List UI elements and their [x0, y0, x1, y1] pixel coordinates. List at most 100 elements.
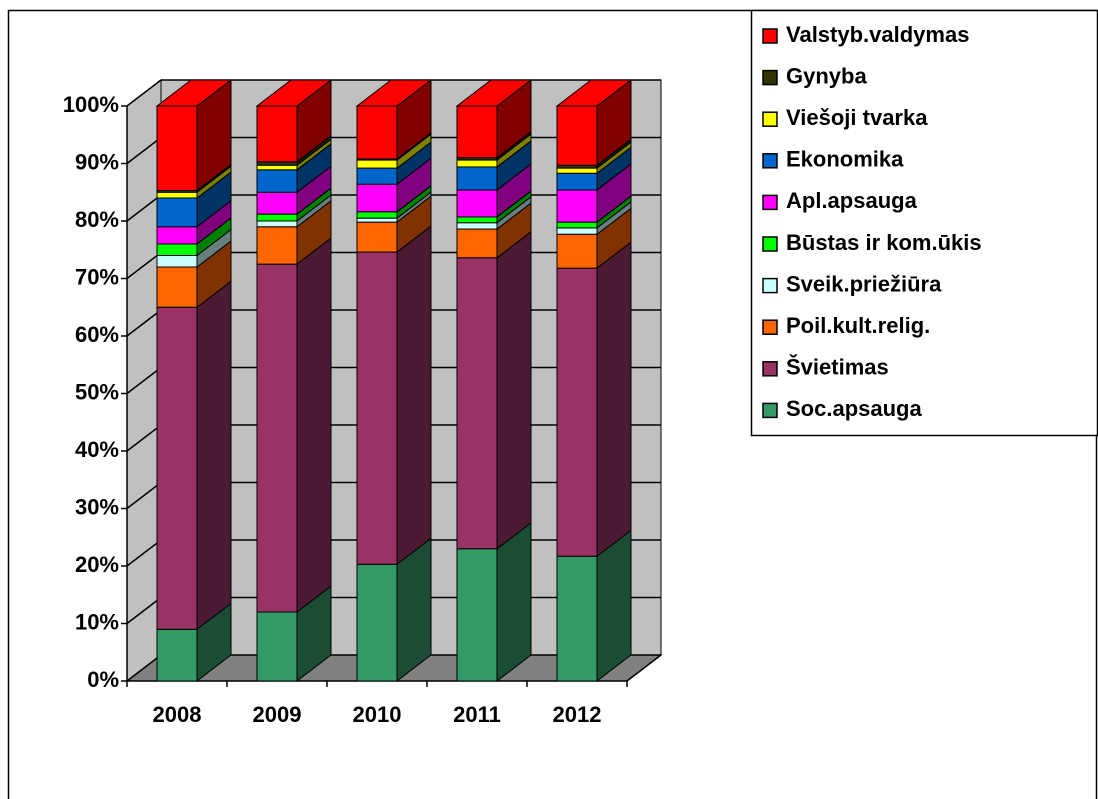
- bar-side: [196, 280, 232, 631]
- bar-segment: [156, 105, 198, 192]
- y-tick-label: 60%: [75, 322, 119, 347]
- bar-segment: [456, 166, 498, 191]
- legend-label: Soc.apsauga: [786, 396, 922, 421]
- bar-segment: [256, 105, 298, 163]
- legend-label: Viešoji tvarka: [786, 105, 928, 130]
- grid-line-side: [126, 251, 162, 280]
- bar-segment: [456, 159, 498, 168]
- bar-segment: [356, 251, 398, 565]
- legend-label: Valstyb.valdymas: [786, 22, 969, 47]
- bar-segment: [456, 228, 498, 259]
- bar-segment: [556, 167, 598, 174]
- x-axis-side: [626, 654, 662, 682]
- bar-segment: [256, 164, 298, 171]
- bar-segment: [556, 105, 598, 166]
- y-tick-label: 40%: [75, 437, 119, 462]
- bar-segment: [256, 611, 298, 682]
- legend-swatch: [762, 236, 778, 252]
- legend-label: Švietimas: [786, 355, 889, 380]
- bar-segment: [356, 105, 398, 160]
- y-tick-label: 50%: [75, 379, 119, 404]
- bar-segment: [156, 243, 198, 256]
- bar-side: [396, 225, 432, 566]
- legend-swatch: [762, 194, 778, 211]
- legend-swatch: [762, 28, 778, 44]
- bar-segment: [256, 263, 298, 613]
- grid-line-side: [126, 424, 162, 452]
- legend-label: Poil.kult.relig.: [786, 313, 930, 338]
- bar-segment: [556, 267, 598, 557]
- grid-line-side: [126, 654, 162, 682]
- bar-segment: [156, 191, 198, 199]
- bar-segment: [156, 255, 198, 268]
- bar-segment: [356, 211, 398, 219]
- bar-top: [255, 79, 333, 107]
- legend-swatch: [762, 277, 778, 294]
- y-tick-label: 30%: [75, 494, 119, 519]
- bar-segment: [156, 266, 198, 308]
- grid-line-side: [126, 539, 162, 567]
- legend-label: Būstas ir kom.ūkis: [786, 230, 982, 255]
- x-tick-label: 2011: [453, 702, 501, 727]
- bar-segment: [256, 213, 298, 222]
- bar-segment: [256, 161, 298, 166]
- bar-segment: [456, 105, 498, 159]
- bar-segment: [156, 628, 198, 682]
- bar-segment: [156, 226, 198, 245]
- bar-segment: [556, 555, 598, 682]
- x-tick-label: 2012: [553, 702, 602, 727]
- bar-segment: [456, 548, 498, 682]
- bar-segment: [256, 220, 298, 228]
- y-tick-label: 80%: [75, 207, 119, 232]
- legend-swatch: [762, 361, 778, 377]
- x-tick-label: 2008: [153, 702, 202, 727]
- legend-swatch: [762, 69, 778, 86]
- bar-segment: [456, 189, 498, 218]
- legend-label: Gynyba: [786, 63, 867, 88]
- bar-segment: [556, 189, 598, 223]
- legend-label: Ekonomika: [786, 147, 904, 172]
- bar-side: [496, 230, 532, 550]
- legend-swatch: [762, 402, 778, 419]
- legend-swatch: [762, 319, 778, 335]
- bar-segment: [356, 167, 398, 185]
- y-tick-label: 0%: [87, 667, 119, 692]
- bar-segment: [556, 172, 598, 191]
- grid-line-side: [126, 366, 162, 395]
- grid-line-side: [126, 194, 162, 222]
- bar-segment: [156, 306, 198, 630]
- legend-box: [750, 9, 1098, 437]
- legend-swatch: [762, 153, 778, 169]
- bar-segment: [356, 563, 398, 682]
- bar-segment: [256, 169, 298, 193]
- bar-top: [455, 79, 533, 107]
- bar-segment: [456, 257, 498, 550]
- bar-segment: [456, 216, 498, 224]
- legend-swatch: [762, 111, 778, 127]
- bar-side: [596, 241, 632, 558]
- x-tick-label: 2010: [353, 702, 402, 727]
- y-tick-label: 10%: [75, 609, 119, 634]
- bar-segment: [156, 197, 198, 228]
- bar-segment: [556, 227, 598, 235]
- y-tick-label: 20%: [75, 552, 119, 577]
- bar-segment: [356, 221, 398, 253]
- bar-segment: [356, 159, 398, 169]
- bar-top: [355, 79, 433, 107]
- bar-side: [496, 521, 532, 683]
- bar-top: [155, 79, 233, 107]
- y-tick-label: 100%: [63, 92, 119, 117]
- bar-segment: [256, 191, 298, 215]
- bar-side: [296, 237, 332, 614]
- grid-line-side: [126, 79, 162, 107]
- y-tick-label: 90%: [75, 149, 119, 174]
- bar-segment: [256, 226, 298, 265]
- bar-segment: [556, 233, 598, 269]
- bar-segment: [456, 222, 498, 230]
- legend-label: Apl.apsauga: [786, 188, 918, 213]
- bar-segment: [556, 221, 598, 229]
- bar-top: [555, 79, 633, 107]
- x-tick-label: 2009: [253, 702, 302, 727]
- grid-line-side: [126, 596, 162, 625]
